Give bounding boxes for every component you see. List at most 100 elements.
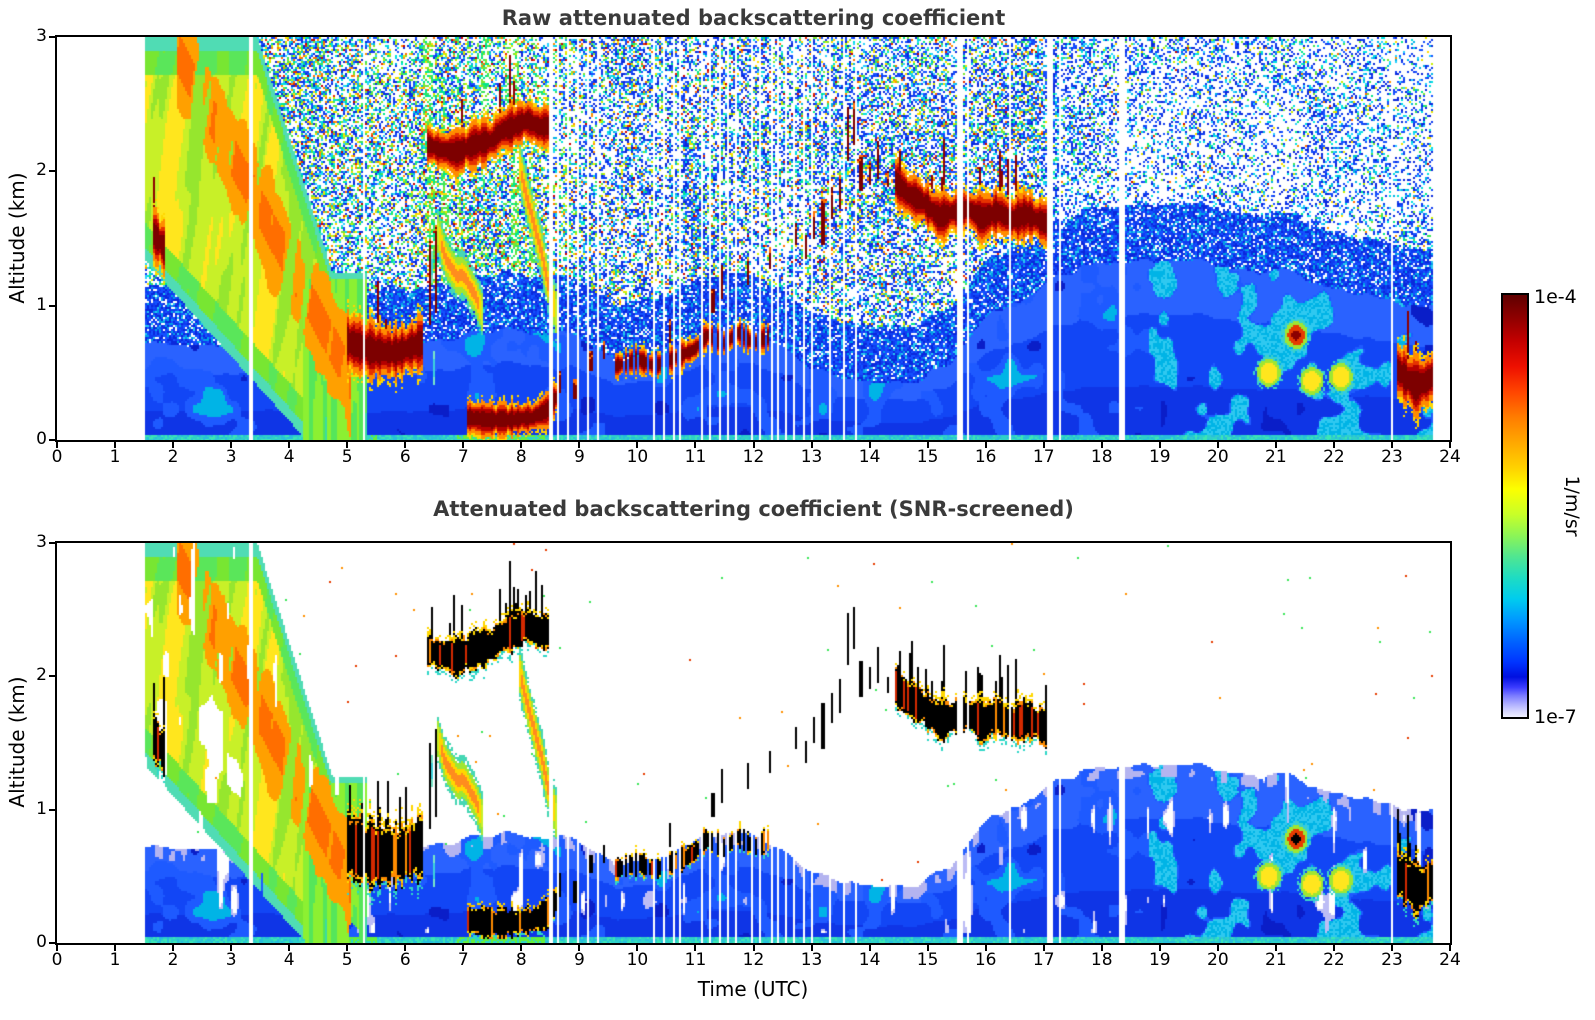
x-tick — [1100, 943, 1103, 951]
x-tick-label: 13 — [800, 447, 823, 467]
x-tick-label: 12 — [742, 950, 765, 970]
x-tick — [346, 440, 349, 448]
x-tick — [1042, 440, 1045, 448]
y-tick-label: 1 — [36, 294, 47, 315]
x-tick — [230, 943, 233, 951]
x-tick — [1158, 440, 1161, 448]
x-tick-label: 0 — [51, 447, 63, 467]
x-tick-label: 24 — [1439, 447, 1461, 467]
x-tick — [462, 440, 465, 448]
x-tick — [1449, 943, 1451, 951]
x-tick-label: 17 — [1032, 447, 1055, 467]
x-tick — [752, 440, 755, 448]
x-tick-label: 14 — [858, 447, 881, 467]
x-tick — [1042, 943, 1045, 951]
x-tick — [1274, 943, 1277, 951]
x-tick — [56, 440, 58, 448]
x-tick-label: 8 — [515, 950, 527, 970]
x-tick — [114, 440, 117, 448]
x-tick — [288, 440, 291, 448]
x-tick — [636, 943, 639, 951]
x-tick-label: 21 — [1265, 447, 1287, 467]
x-tick-label: 19 — [1148, 447, 1171, 467]
x-tick — [868, 943, 871, 951]
x-tick-label: 0 — [51, 950, 63, 970]
x-tick — [578, 943, 581, 951]
x-tick — [578, 440, 581, 448]
x-tick-label: 6 — [399, 447, 411, 467]
x-tick — [404, 440, 407, 448]
y-tick-label: 2 — [36, 665, 47, 686]
x-tick-label: 14 — [858, 950, 881, 970]
x-tick — [636, 440, 639, 448]
x-tick — [520, 440, 523, 448]
x-tick — [1216, 440, 1219, 448]
x-tick-label: 24 — [1439, 950, 1461, 970]
x-tick-label: 2 — [167, 447, 179, 467]
x-tick-label: 22 — [1323, 950, 1345, 970]
x-tick-label: 1 — [109, 447, 121, 467]
x-tick-label: 11 — [684, 950, 707, 970]
x-tick-label: 8 — [515, 447, 527, 467]
x-tick-label: 10 — [626, 447, 649, 467]
x-tick-label: 15 — [916, 950, 939, 970]
x-tick-label: 3 — [225, 950, 237, 970]
raw-panel-title: Raw attenuated backscattering coefficien… — [501, 6, 1006, 30]
x-tick — [1274, 440, 1277, 448]
x-tick-label: 18 — [1090, 950, 1113, 970]
x-tick — [1216, 943, 1219, 951]
x-tick-label: 13 — [800, 950, 823, 970]
y-tick-label: 3 — [36, 26, 47, 46]
raw-y-axis-label: Altitude (km) — [5, 172, 29, 304]
x-tick — [926, 943, 929, 951]
x-tick-label: 4 — [283, 447, 295, 467]
x-tick — [230, 440, 233, 448]
x-tick — [1390, 440, 1393, 448]
colorbar-min-label: 1e-7 — [1534, 706, 1577, 728]
x-tick — [1100, 440, 1103, 448]
x-tick-label: 7 — [457, 447, 469, 467]
x-tick-label: 2 — [167, 950, 179, 970]
x-tick — [810, 440, 813, 448]
y-tick — [49, 542, 57, 544]
x-tick-label: 17 — [1032, 950, 1055, 970]
x-tick — [694, 440, 697, 448]
raw-backscatter-heatmap — [57, 37, 1450, 440]
x-axis-label: Time (UTC) — [697, 977, 809, 1001]
x-tick-label: 22 — [1323, 447, 1345, 467]
y-tick — [49, 304, 57, 307]
x-tick — [462, 943, 465, 951]
x-tick-label: 23 — [1381, 447, 1403, 467]
x-tick-label: 9 — [573, 447, 585, 467]
y-tick — [49, 170, 57, 173]
colorbar-max-label: 1e-4 — [1534, 286, 1577, 308]
x-tick — [404, 943, 407, 951]
x-tick-label: 10 — [626, 950, 649, 970]
x-tick — [288, 943, 291, 951]
screened-y-axis-label: Altitude (km) — [5, 676, 29, 808]
x-tick — [1332, 943, 1335, 951]
y-tick-label: 1 — [36, 798, 47, 819]
x-tick-label: 5 — [341, 447, 353, 467]
x-tick-label: 4 — [283, 950, 295, 970]
x-tick-label: 21 — [1265, 950, 1287, 970]
x-tick-label: 18 — [1090, 447, 1113, 467]
x-tick-label: 12 — [742, 447, 765, 467]
y-tick-label: 0 — [36, 429, 47, 449]
x-tick — [1332, 440, 1335, 448]
x-tick-label: 1 — [109, 950, 121, 970]
y-tick — [49, 36, 57, 38]
colorbar-units-label: 1/m/sr — [1561, 475, 1583, 537]
y-tick — [49, 942, 57, 944]
x-tick — [520, 943, 523, 951]
y-tick-label: 2 — [36, 160, 47, 181]
x-tick — [172, 943, 175, 951]
colorbar — [1501, 293, 1529, 719]
x-tick — [926, 440, 929, 448]
x-tick-label: 6 — [399, 950, 411, 970]
y-tick — [49, 439, 57, 441]
x-tick-label: 11 — [684, 447, 707, 467]
x-tick-label: 23 — [1381, 950, 1403, 970]
x-tick-label: 7 — [457, 950, 469, 970]
x-tick — [172, 440, 175, 448]
